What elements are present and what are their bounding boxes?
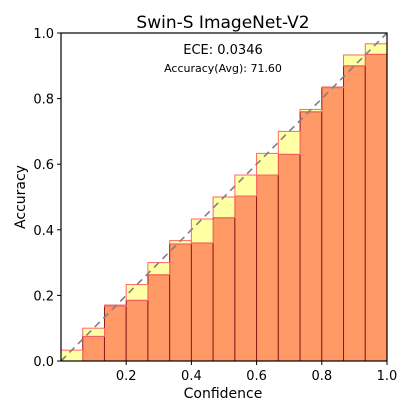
gap-bar	[343, 54, 366, 67]
accuracy-annotation: Accuracy(Avg): 71.60	[164, 62, 282, 75]
y-tick-label: 0.4	[33, 224, 54, 239]
accuracy-bar	[234, 195, 258, 362]
accuracy-bar	[256, 174, 279, 362]
gap-bar	[234, 174, 258, 197]
accuracy-bar	[82, 335, 105, 362]
ece-annotation: ECE: 0.0346	[183, 43, 263, 58]
accuracy-bar	[212, 217, 236, 362]
accuracy-bar	[277, 153, 301, 362]
plot-frame	[60, 32, 388, 362]
x-axis-label: Confidence	[184, 386, 263, 402]
y-tick-label: 0.0	[33, 355, 54, 370]
accuracy-bar	[321, 86, 345, 362]
x-tick-label: 0.2	[116, 369, 137, 384]
x-tick-label: 0.6	[246, 369, 267, 384]
gap-bar	[60, 349, 84, 362]
y-axis-ticks: 0.0 0.2 0.4 0.6 0.8 1.0	[33, 27, 61, 370]
gap-bar	[190, 218, 214, 244]
accuracy-bar	[190, 242, 214, 362]
gap-bar	[256, 152, 279, 176]
x-tick-label: 0.4	[181, 369, 202, 384]
x-tick-label: 0.8	[311, 369, 332, 384]
accuracy-bar	[364, 53, 388, 362]
x-axis-ticks: 0.2 0.4 0.6 0.8 1.0	[116, 361, 397, 384]
accuracy-bar	[169, 243, 192, 362]
accuracy-bar	[343, 65, 366, 362]
gap-bar	[277, 130, 301, 155]
y-tick-label: 0.8	[33, 93, 54, 108]
perfect-calibration-line	[60, 32, 388, 362]
gap-bar	[364, 43, 388, 55]
y-tick-label: 0.2	[33, 289, 54, 304]
gap-bar	[82, 327, 105, 337]
y-tick-label: 1.0	[33, 27, 54, 42]
gap-bar	[212, 196, 236, 219]
chart-title: Swin-S ImageNet-V2	[136, 13, 309, 33]
gap-bar	[147, 262, 171, 276]
x-tick-label: 1.0	[377, 369, 398, 384]
y-tick-label: 0.6	[33, 158, 54, 173]
gap-bar	[125, 284, 149, 301]
accuracy-bar	[125, 299, 149, 362]
y-axis-label: Accuracy	[13, 165, 29, 229]
accuracy-bar	[147, 274, 171, 362]
accuracy-bar	[299, 111, 323, 362]
